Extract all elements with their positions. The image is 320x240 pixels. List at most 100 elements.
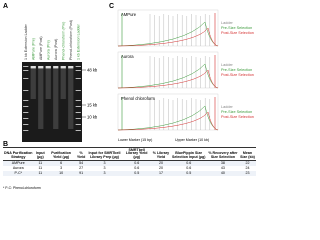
cell: 0.5 <box>186 170 192 175</box>
band <box>45 66 51 69</box>
cell: 23 <box>245 170 250 175</box>
legend-entry: Pre-Size Selection <box>221 68 252 72</box>
band <box>75 66 81 67</box>
page: A C AMPure Ladder Pre-Size Selection Post-S… <box>3 3 256 190</box>
cell: 6 <box>60 160 63 165</box>
legend-entry: Pre-Size Selection <box>221 110 252 114</box>
legend-entry: Ladder <box>221 105 234 109</box>
panel-label: A <box>3 3 8 10</box>
cell: 0.6 <box>134 160 140 165</box>
cell: 38 <box>220 160 225 165</box>
smear <box>30 69 36 99</box>
smear <box>53 69 59 129</box>
lane-label: AMPure (Post) <box>39 36 43 60</box>
cell: AMPure <box>11 160 25 165</box>
trace-title: AMPure <box>121 12 137 17</box>
header-cell: DNA Purification Strategy <box>3 146 34 162</box>
cell: 40 <box>220 170 225 175</box>
legend-entry: Post-Size Selection <box>221 73 254 77</box>
results-table: DNA Purification Strategy Input (µg) Purif… <box>3 146 256 177</box>
lane-label: Phenol-chloroform (Post) <box>69 20 73 60</box>
band <box>38 66 44 69</box>
band <box>23 78 29 79</box>
cell: 0.6 <box>186 160 192 165</box>
band <box>75 78 81 79</box>
header-cell: SMRTbell Library Yield (µg) <box>122 146 152 162</box>
header-cell: % Yield <box>75 146 88 162</box>
panel-label: C <box>109 3 114 10</box>
header-cell: Purification Yield (µg) <box>47 146 76 162</box>
marker-label: 48 kb <box>87 67 98 72</box>
cell: 3 <box>103 170 106 175</box>
marker-label: 10 kb <box>87 114 98 119</box>
pre-trace <box>117 21 219 47</box>
cell: 3 <box>60 165 63 170</box>
legend-entry: Pre-Size Selection <box>221 26 252 30</box>
legend-entry: Post-Size Selection <box>221 31 254 35</box>
trace-title: Phenol chloroform <box>121 96 155 101</box>
band <box>23 100 29 101</box>
smear <box>60 69 66 99</box>
cell: 20 <box>158 165 163 170</box>
cell: Aurora <box>12 165 24 170</box>
legend-entry: Ladder <box>221 63 234 67</box>
cell: 27 <box>79 165 84 170</box>
band <box>23 70 29 71</box>
header-cell: % Recovery after Size Selection <box>206 146 239 162</box>
header-cell: Mean Size (kb) <box>238 146 256 162</box>
cell: 22 <box>245 160 250 165</box>
legend-entry: Ladder <box>221 21 234 25</box>
cell: 91 <box>79 170 84 175</box>
pre-trace <box>117 63 219 89</box>
table-row: P-C* 11 10 91 3 0.5 17 0.5 40 23 <box>3 170 256 177</box>
band <box>60 66 66 69</box>
cell: 11 <box>38 170 43 175</box>
smear <box>68 69 74 129</box>
band <box>68 66 74 69</box>
band <box>23 130 29 131</box>
pre-trace <box>117 105 219 131</box>
band <box>23 124 29 125</box>
trace-title: Aurora <box>121 54 134 59</box>
band <box>75 70 81 71</box>
header-cell: Input (µg) <box>33 146 48 162</box>
band <box>75 124 81 125</box>
marker-label: 15 kb <box>87 102 98 107</box>
band <box>23 112 29 113</box>
band <box>75 100 81 101</box>
band <box>53 66 59 69</box>
band <box>75 112 81 113</box>
band <box>23 90 29 91</box>
cell: 3 <box>103 160 106 165</box>
post-trace <box>117 69 219 89</box>
cell: 0.6 <box>186 165 192 170</box>
lane-label: Aurora (Post) <box>54 39 58 60</box>
smear <box>45 69 51 99</box>
cell: 43 <box>220 165 225 170</box>
table-row: AMPure 11 6 54 3 0.6 20 0.6 38 22 <box>3 160 256 167</box>
header-cell: Input for SMRTbell Library Prep (µg) <box>87 146 122 162</box>
band <box>30 66 36 69</box>
cell: 20 <box>158 160 163 165</box>
lane-label: 1 kb Extension Ladder <box>24 23 28 60</box>
band <box>23 66 29 67</box>
trace-box <box>117 9 219 47</box>
cell: 24 <box>245 165 250 170</box>
cell: 11 <box>38 165 43 170</box>
cell: 17 <box>158 170 163 175</box>
lane-label: 1 kb Extension Ladder <box>76 23 80 60</box>
axis-note: Upper Marker (10 kb) <box>175 138 209 142</box>
band <box>75 130 81 131</box>
cell: 0.6 <box>134 165 140 170</box>
band <box>75 106 81 107</box>
panel-label: B <box>3 141 9 148</box>
band <box>75 118 81 119</box>
cell: 11 <box>38 160 43 165</box>
cell: 54 <box>79 160 84 165</box>
trace-box <box>117 51 219 89</box>
smear <box>38 69 44 129</box>
cell: 10 <box>59 170 64 175</box>
table-row: Aurora 11 3 27 3 0.6 20 0.6 43 24 <box>3 166 256 171</box>
